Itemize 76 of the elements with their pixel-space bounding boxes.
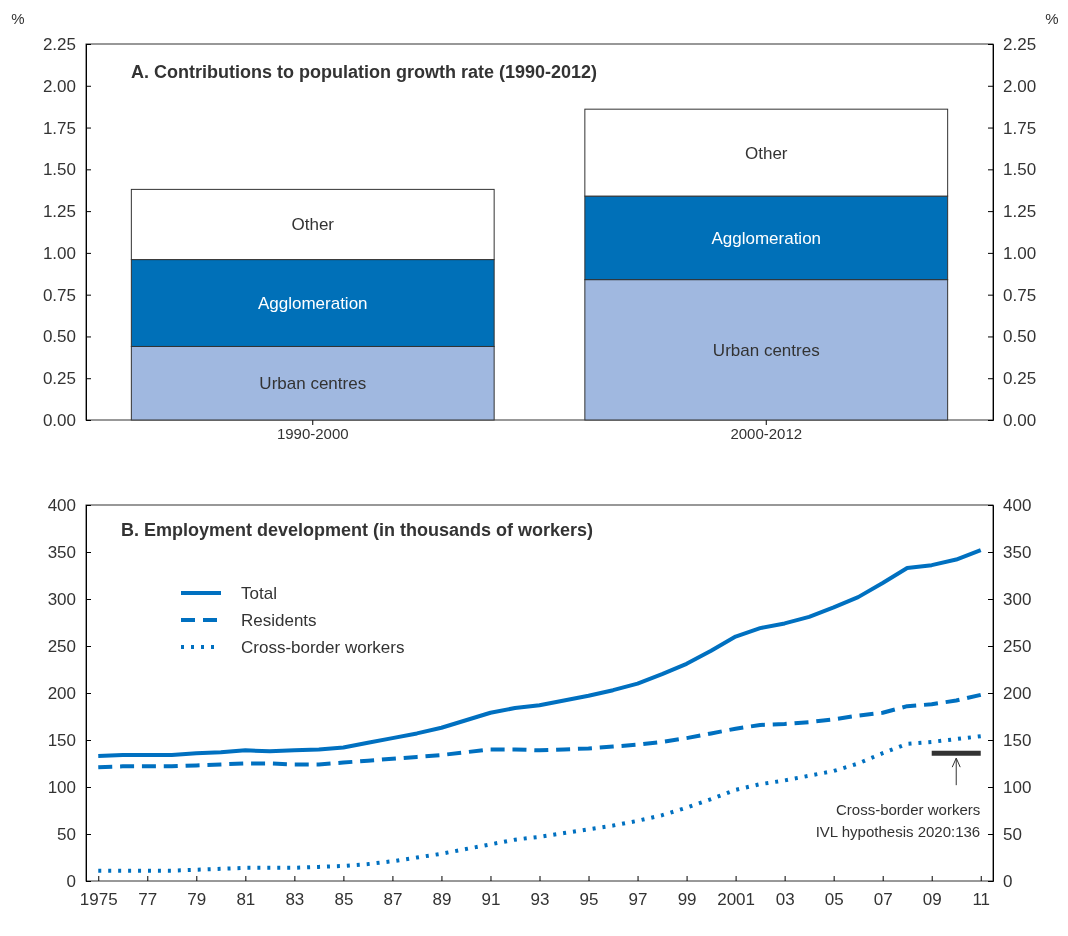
x-tick-label: 79 — [187, 890, 207, 910]
y2-tick-label: 50 — [1003, 824, 1022, 844]
y-tick-label: 0 — [66, 871, 76, 891]
y2-tick-label: 0.50 — [1003, 327, 1037, 347]
y-tick-label: 400 — [47, 495, 76, 515]
y2-tick-label: 2.00 — [1003, 76, 1037, 96]
y-tick-label: 0.50 — [42, 327, 76, 347]
x-tick-label: 1975 — [79, 890, 118, 910]
x-tick-label: 99 — [677, 890, 697, 910]
y-tick-label: 2.00 — [42, 76, 76, 96]
legend-label: Cross-border workers — [241, 638, 405, 657]
y-tick-label: 150 — [47, 730, 76, 750]
y2-tick-label: 200 — [1003, 683, 1032, 703]
y2-tick-label: 0 — [1003, 871, 1013, 891]
y2-tick-label: 300 — [1003, 589, 1032, 609]
text: Agglomeration — [257, 294, 368, 314]
annotation: Cross-border workers IVL hypothesis 2020:136 — [815, 801, 981, 841]
y-tick-label: 1.50 — [42, 160, 76, 180]
y2-tick-label: 0.75 — [1003, 285, 1037, 305]
y-tick-label: 50 — [57, 824, 76, 844]
y-axis-title: % — [11, 10, 25, 27]
y-tick-label: 250 — [47, 636, 76, 656]
x-tick-label: 1990-2000 — [276, 424, 349, 442]
y2-tick-label: 400 — [1003, 495, 1032, 515]
y-tick-label: 350 — [47, 542, 76, 562]
x-tick-label: 87 — [383, 890, 403, 910]
x-tick-label: 2001 — [717, 890, 756, 910]
y-tick-label: 300 — [47, 589, 76, 609]
y2-tick-label: 1.50 — [1003, 160, 1037, 180]
y2-tick-label: 0.00 — [1003, 410, 1037, 430]
line-series — [96, 692, 983, 770]
y2-tick-label: 150 — [1003, 730, 1032, 750]
y2-tick-label: 250 — [1003, 636, 1032, 656]
y-tick-label: 1.00 — [42, 243, 76, 263]
y-tick-label: 0.25 — [42, 369, 76, 389]
x-tick-label: 81 — [236, 890, 256, 910]
y2-tick-label: 100 — [1003, 777, 1032, 797]
series-label: Urban centres — [259, 374, 367, 394]
y2-tick-label: 1.25 — [1003, 202, 1037, 222]
y-tick-label: 0.00 — [42, 410, 76, 430]
line-series — [96, 734, 983, 873]
x-tick-label: 89 — [432, 890, 452, 910]
x-tick-label: 91 — [481, 890, 501, 910]
x-tick-label: 85 — [334, 890, 354, 910]
x-tick-label: 83 — [285, 890, 305, 910]
line-series — [96, 548, 983, 758]
x-tick-label: 07 — [873, 890, 893, 910]
x-tick-label: 97 — [628, 890, 648, 910]
x-tick-label: 77 — [138, 890, 158, 910]
x-tick-label: 95 — [579, 890, 599, 910]
x-tick-label: 09 — [922, 890, 942, 910]
text: B. Employment development (in thousands of workers) — [121, 520, 594, 540]
y2-axis-title: % — [1045, 10, 1059, 27]
text: Other — [744, 143, 788, 163]
text: A. Contributions to population growth rate (1990-2012) — [131, 62, 598, 82]
y-tick-label: 2.25 — [42, 34, 76, 54]
legend-label: Residents — [241, 611, 317, 630]
y2-tick-label: 2.25 — [1003, 34, 1037, 54]
x-tick-label: 93 — [530, 890, 550, 910]
x-tick-label: 2000-2012 — [730, 424, 803, 442]
y-tick-label: 200 — [47, 683, 76, 703]
y2-tick-label: 1.00 — [1003, 243, 1037, 263]
y2-tick-label: 350 — [1003, 542, 1032, 562]
x-tick-label: 05 — [824, 890, 844, 910]
text: Urban centres — [712, 340, 820, 360]
y2-tick-label: 1.75 — [1003, 118, 1037, 138]
x-tick-label: 03 — [775, 890, 795, 910]
x-tick-label: 11 — [972, 890, 991, 910]
series-label: Other — [291, 215, 335, 235]
series-label: Agglomeration — [711, 228, 822, 248]
y-tick-label: 0.75 — [42, 285, 76, 305]
y-tick-label: 100 — [47, 777, 76, 797]
legend-label: Total — [241, 584, 277, 603]
y-tick-label: 1.75 — [42, 118, 76, 138]
y2-tick-label: 0.25 — [1003, 369, 1037, 389]
y-tick-label: 1.25 — [42, 202, 76, 222]
